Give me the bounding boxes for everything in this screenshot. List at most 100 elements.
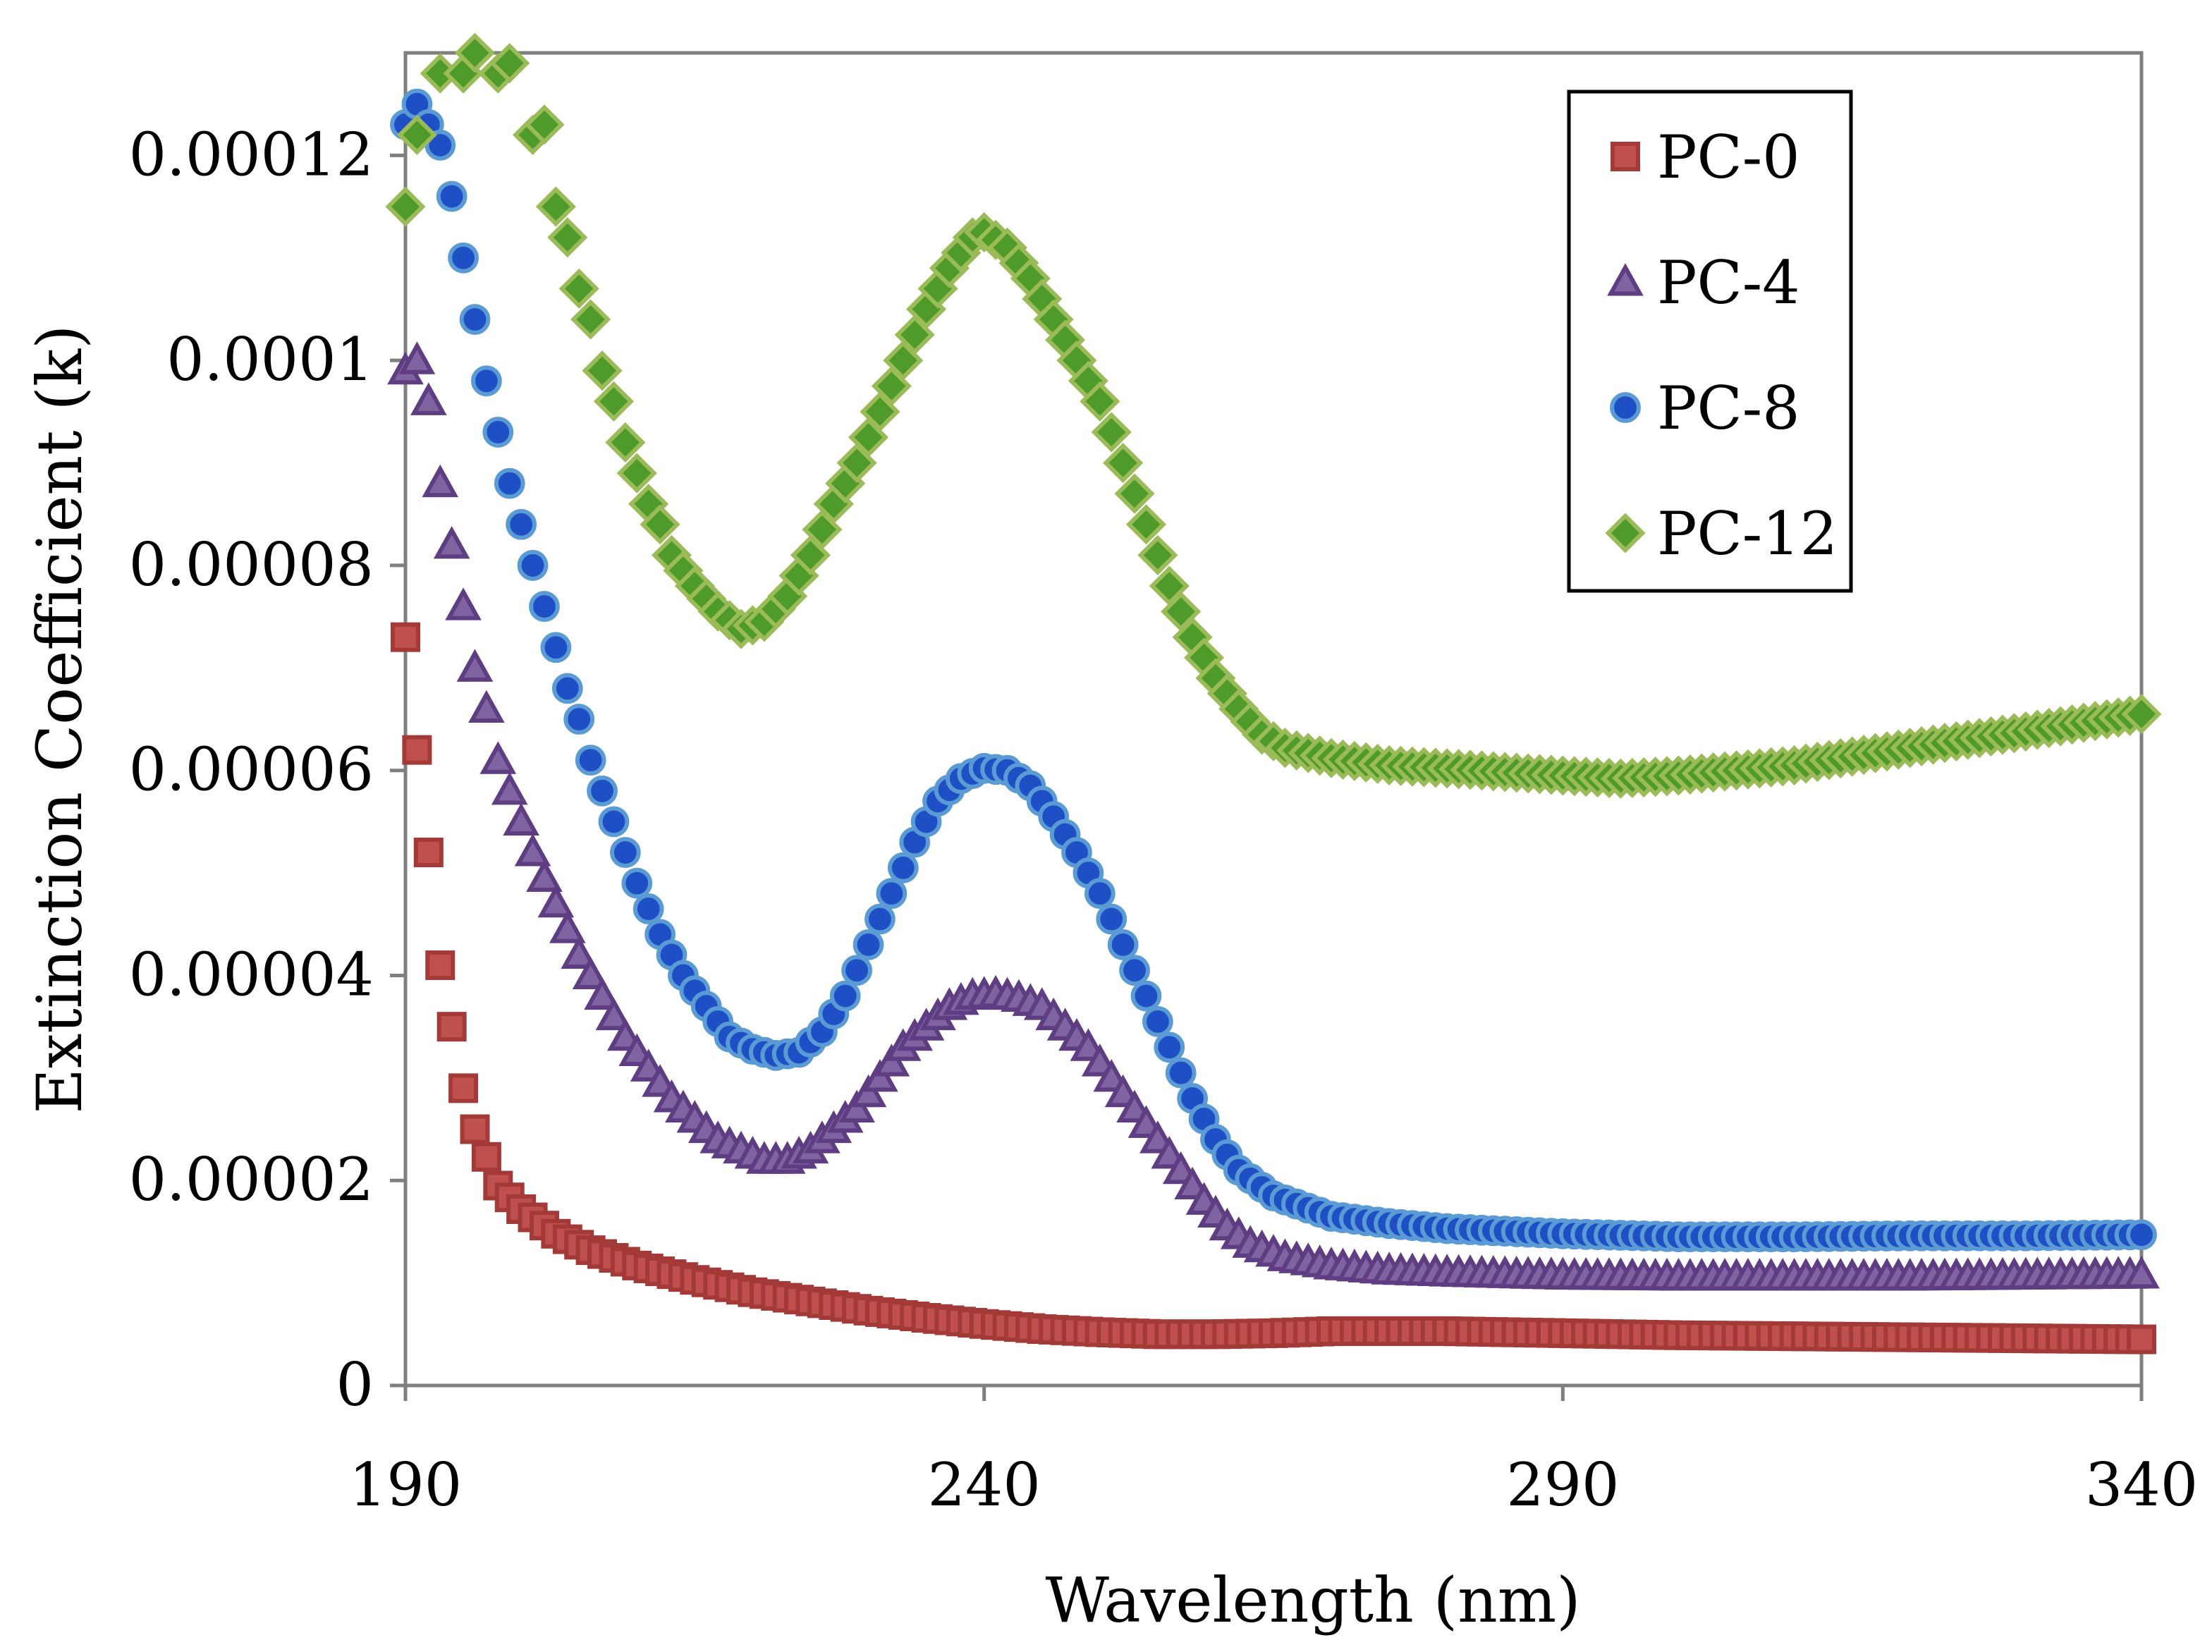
data-point <box>413 838 444 867</box>
data-point <box>2126 1219 2157 1251</box>
data-point <box>471 1142 501 1172</box>
data-point <box>535 186 576 227</box>
data-point <box>549 910 586 943</box>
y-tick-label: 0.00008 <box>129 530 374 599</box>
data-point <box>1154 1032 1185 1063</box>
data-point <box>563 704 595 735</box>
data-point <box>582 350 623 391</box>
data-point <box>1080 381 1120 422</box>
data-point <box>850 1074 887 1108</box>
data-point <box>621 867 653 899</box>
legend-label: PC-8 <box>1657 374 1800 443</box>
data-point <box>838 1089 875 1123</box>
data-point <box>422 464 459 498</box>
data-point <box>876 878 908 910</box>
data-point <box>841 955 873 986</box>
data-point <box>873 1044 910 1077</box>
data-point <box>436 181 468 212</box>
data-point <box>460 1114 490 1144</box>
data-point <box>570 299 611 340</box>
data-point <box>454 32 496 73</box>
data-point <box>529 591 560 622</box>
series-pc-4 <box>387 341 2160 1291</box>
data-point <box>575 745 606 776</box>
y-tick-label: 0 <box>336 1350 374 1419</box>
data-point <box>593 381 634 422</box>
series-pc-0 <box>391 622 2156 1354</box>
data-point <box>506 508 537 540</box>
data-point <box>402 735 432 765</box>
data-point <box>864 903 896 935</box>
data-point <box>456 649 494 682</box>
data-point <box>436 1012 467 1042</box>
data-point <box>503 802 539 836</box>
data-point <box>1103 442 1144 484</box>
legend-marker <box>1610 392 1641 423</box>
data-point <box>2123 1256 2160 1289</box>
data-point <box>1125 504 1166 545</box>
legend-box <box>1567 90 1853 593</box>
data-point <box>640 504 680 545</box>
legend-marker <box>1611 142 1640 171</box>
data-point <box>1130 980 1162 1012</box>
data-point <box>829 980 861 1012</box>
data-point <box>598 806 630 838</box>
legend: PC-0 PC-4 PC-8 PC-12 <box>1567 90 1853 593</box>
data-point <box>1165 1057 1197 1089</box>
data-point <box>514 833 551 867</box>
x-tick-label: 340 <box>2085 1450 2198 1519</box>
data-point <box>391 622 420 652</box>
data-point <box>537 884 575 918</box>
data-point <box>445 587 482 620</box>
data-point <box>540 632 572 663</box>
legend-label: PC-12 <box>1657 499 1838 568</box>
legend-label: PC-4 <box>1657 248 1800 317</box>
data-point <box>470 365 502 397</box>
data-point <box>425 950 456 980</box>
series-pc-8 <box>390 88 2157 1253</box>
data-point <box>479 741 517 774</box>
data-point <box>526 859 563 892</box>
series-layer <box>385 32 2162 1354</box>
y-tick-label: 0.00004 <box>129 940 374 1009</box>
data-point <box>1114 473 1155 514</box>
data-point <box>595 997 633 1031</box>
data-point <box>2127 1324 2156 1354</box>
x-axis-title: Wavelength (nm) <box>1045 1564 1580 1636</box>
x-tick-label: 190 <box>349 1450 462 1519</box>
x-tick-label: 290 <box>1506 1450 1619 1519</box>
data-point <box>1091 412 1132 453</box>
y-tick-label: 0.00002 <box>129 1145 374 1214</box>
data-point <box>616 453 657 494</box>
data-point <box>517 550 549 581</box>
data-point <box>468 690 505 723</box>
data-point <box>491 771 528 805</box>
data-point <box>605 422 646 463</box>
data-point <box>448 242 479 274</box>
data-point <box>1119 955 1150 986</box>
data-point <box>448 1073 479 1103</box>
data-point <box>385 186 426 227</box>
data-point <box>853 929 884 960</box>
data-point <box>584 977 621 1010</box>
legend-marker <box>1607 263 1644 296</box>
data-point <box>459 304 491 335</box>
data-point <box>551 673 583 704</box>
y-axis-title: Extinction Coefficient (k) <box>23 324 96 1113</box>
data-point <box>2121 694 2162 735</box>
x-tick-label: 240 <box>927 1450 1040 1519</box>
data-point <box>410 382 447 415</box>
data-point <box>433 525 470 559</box>
data-point <box>1142 1005 1173 1037</box>
data-point <box>398 341 436 374</box>
data-point <box>482 417 514 448</box>
y-tick-label: 0.00006 <box>129 735 374 804</box>
data-point <box>572 956 609 990</box>
data-point <box>1096 903 1128 935</box>
tick-labels: 0 0.00002 0.00004 0.00006 0.00008 0.0001 0.000… <box>129 120 2199 1519</box>
series-pc-12 <box>385 32 2162 799</box>
data-point <box>587 775 618 807</box>
data-point <box>862 1058 898 1092</box>
data-point <box>489 42 530 84</box>
